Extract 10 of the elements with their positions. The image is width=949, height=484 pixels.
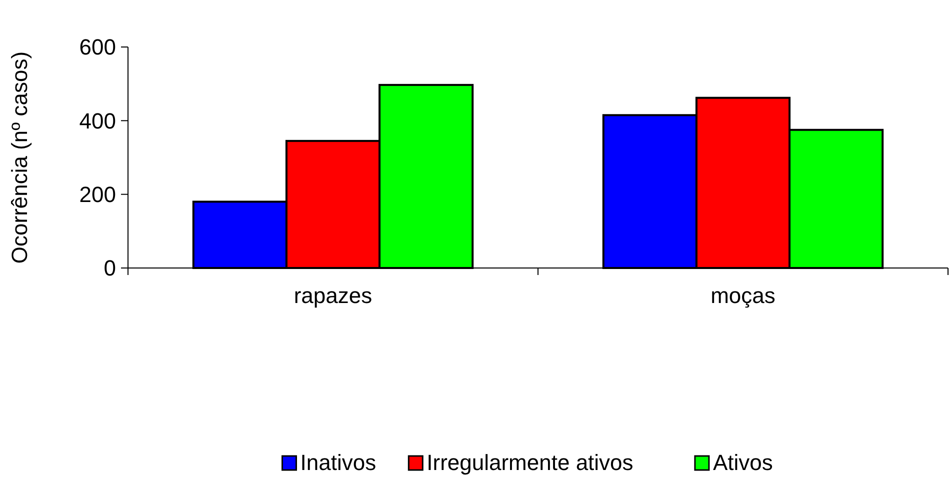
y-axis-title: Ocorrência (nº casos) [7, 51, 32, 264]
legend-label: Ativos [712, 450, 773, 475]
x-tick-label: moças [710, 283, 776, 308]
y-tick-label: 200 [79, 182, 116, 208]
y-tick-label: 0 [104, 256, 116, 281]
legend-label: Inativos [300, 450, 376, 475]
y-tick-label: 600 [79, 34, 116, 60]
legend-label: Irregularmente ativos [426, 450, 634, 475]
x-tick-label: rapazes [294, 283, 372, 308]
y-tick-label: 400 [79, 108, 116, 134]
